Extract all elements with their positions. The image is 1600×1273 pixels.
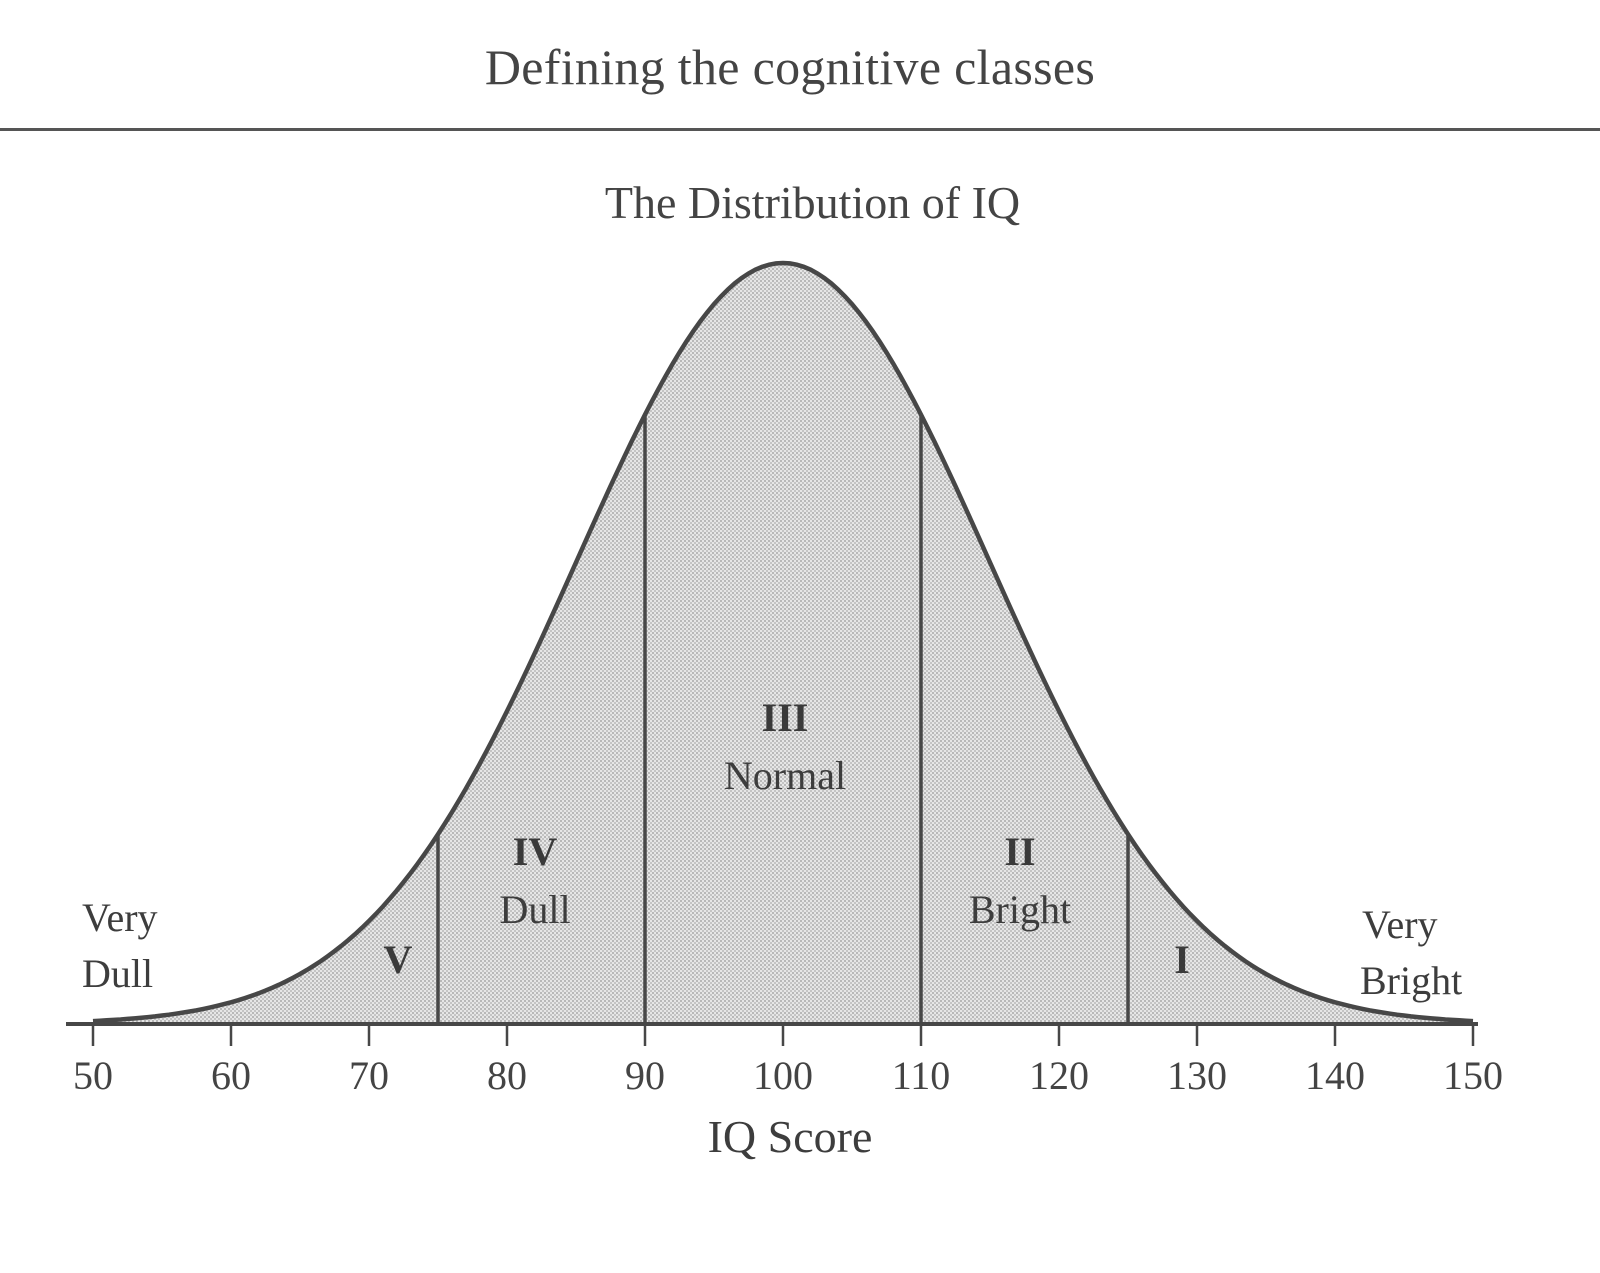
tick-label: 100 — [753, 1053, 813, 1098]
tick-label: 70 — [349, 1053, 389, 1098]
x-axis-ticks — [91, 1024, 1475, 1046]
tick-label: 110 — [891, 1053, 951, 1098]
class-ii-label: II Bright — [968, 829, 1072, 932]
class-boundaries — [436, 414, 1130, 1024]
tick-label: 130 — [1167, 1053, 1227, 1098]
tick-label: 50 — [73, 1053, 113, 1098]
very-dull-label: Very Dull — [82, 895, 158, 996]
chart-title: The Distribution of IQ — [604, 177, 1021, 228]
curve-outline — [92, 260, 1474, 1024]
heading-rule — [0, 128, 1600, 131]
curve-area — [93, 263, 1473, 1024]
class-v-label: V — [383, 937, 413, 982]
class-iv-label: IV Dull — [499, 829, 571, 932]
tick-label: 80 — [487, 1053, 527, 1098]
tick-label: 150 — [1443, 1053, 1503, 1098]
class-i-label: I — [1174, 937, 1190, 982]
tick-label: 90 — [625, 1053, 665, 1098]
tick-label: 140 — [1305, 1053, 1365, 1098]
page-heading: Defining the cognitive classes — [484, 39, 1096, 95]
x-axis-title: IQ Score — [707, 1111, 873, 1162]
tick-label: 60 — [211, 1053, 251, 1098]
class-iii-label: III Normal — [723, 695, 847, 798]
tick-label: 120 — [1029, 1053, 1089, 1098]
very-bright-label: Very Bright — [1360, 902, 1463, 1003]
